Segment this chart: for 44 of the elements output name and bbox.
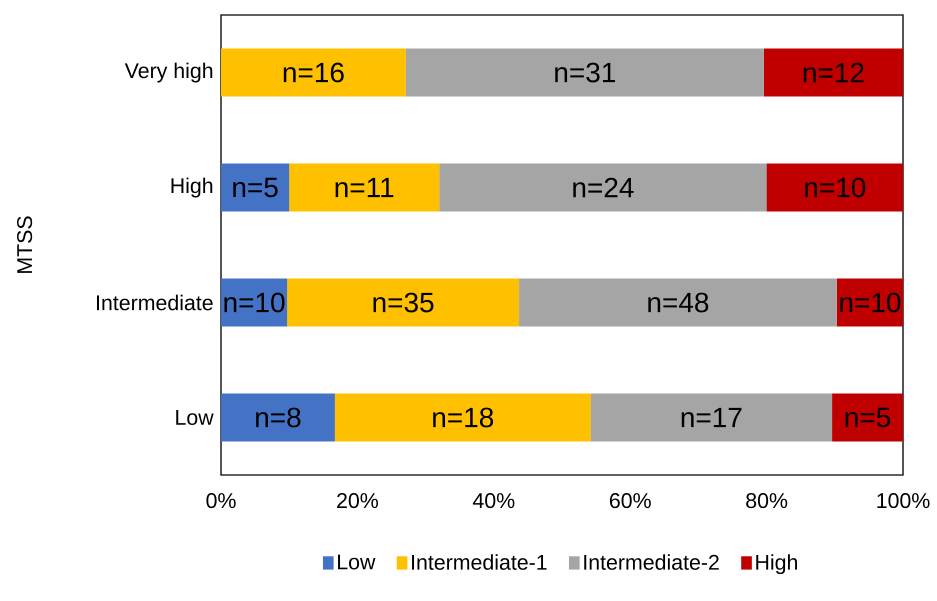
annotation: n=18 — [433, 408, 494, 428]
annotation: n=12 — [804, 62, 864, 82]
annotation: n=10 — [840, 292, 900, 312]
bar — [519, 278, 837, 327]
x-tick-label: 40% — [472, 493, 514, 508]
y-tick-label: Low — [176, 410, 214, 425]
legend-label: High — [756, 554, 797, 574]
bar — [221, 394, 335, 442]
y-axis-title: MTSS — [17, 216, 32, 273]
bar — [287, 278, 520, 327]
legend-label: Low — [338, 554, 376, 570]
bar — [289, 164, 440, 212]
bar — [221, 164, 290, 212]
x-tick-label: 20% — [337, 493, 378, 508]
bar — [764, 48, 904, 97]
bar — [221, 48, 406, 97]
annotation: n=10 — [224, 292, 285, 312]
annotation: n=5 — [233, 178, 278, 198]
annotation: n=35 — [373, 292, 434, 312]
x-tick-label: 80% — [746, 493, 788, 508]
annotation: n=16 — [284, 62, 344, 82]
annotation: n=10 — [805, 178, 866, 198]
annotation: n=5 — [846, 408, 890, 428]
x-tick-label: 100% — [877, 493, 930, 508]
y-tick-label: Very high — [124, 62, 212, 82]
bar — [406, 48, 764, 97]
legend-label: Intermediate-2 — [584, 554, 719, 570]
legend-label: Intermediate-1 — [412, 554, 547, 570]
bar — [832, 394, 904, 442]
annotation: n=11 — [336, 178, 394, 198]
x-tick-label: 60% — [610, 493, 651, 508]
annotation: n=8 — [256, 408, 300, 428]
bar — [836, 278, 904, 327]
bar — [439, 164, 767, 212]
bar — [334, 394, 591, 442]
annotation: n=31 — [555, 62, 616, 82]
bar — [766, 164, 904, 212]
bar — [590, 394, 832, 442]
y-tick-label: High — [172, 178, 212, 198]
x-tick-label: 0% — [206, 493, 236, 508]
annotation: n=24 — [573, 178, 634, 198]
y-tick-label: Intermediate — [97, 294, 213, 310]
annotation: n=17 — [682, 408, 742, 428]
annotation: n=48 — [648, 292, 708, 312]
